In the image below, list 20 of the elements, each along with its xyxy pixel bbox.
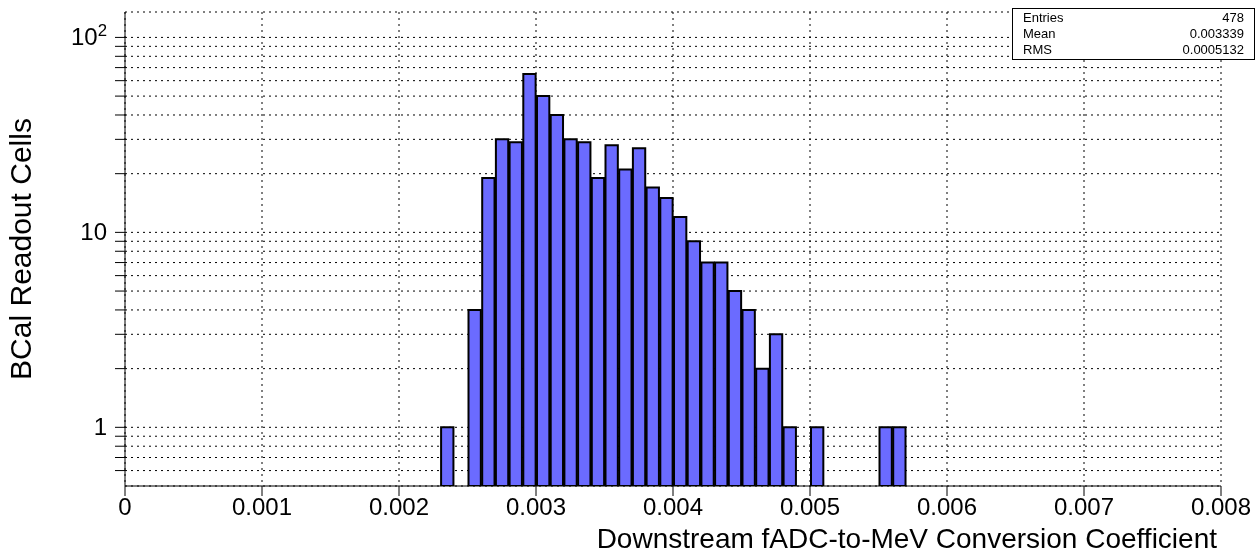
y-tick-label: 10 [80,218,107,246]
x-tick-label: 0.003 [505,493,567,521]
x-tick-label: 0.001 [231,493,293,521]
x-tick-label: 0.004 [642,493,704,521]
annotation: Entries [1023,10,1064,26]
x-tick-label: 0.007 [1053,493,1115,521]
x-tick-label: 0.008 [1190,493,1252,521]
x-tick-label: 0.005 [779,493,841,521]
y-tick-label: 10$^{2}$ [70,20,107,51]
y-axis-title: BCal Readout Cells [3,118,37,380]
y-tick-label: 1 [93,413,107,441]
annotation: RMS [1023,42,1052,58]
annotation: 0.003339 [1189,26,1244,42]
text: 478 [1222,10,1244,26]
x-tick-label: 0.006 [916,493,978,521]
annotation: Mean [1023,26,1056,42]
x-tick-label: 0.002 [368,493,430,521]
x-tick-label: 0 [118,493,132,521]
x-axis-title: Downstream fADC-to-MeV Conversion Coefficient [596,523,1218,554]
annotation: 0.0005132 [1182,42,1244,58]
